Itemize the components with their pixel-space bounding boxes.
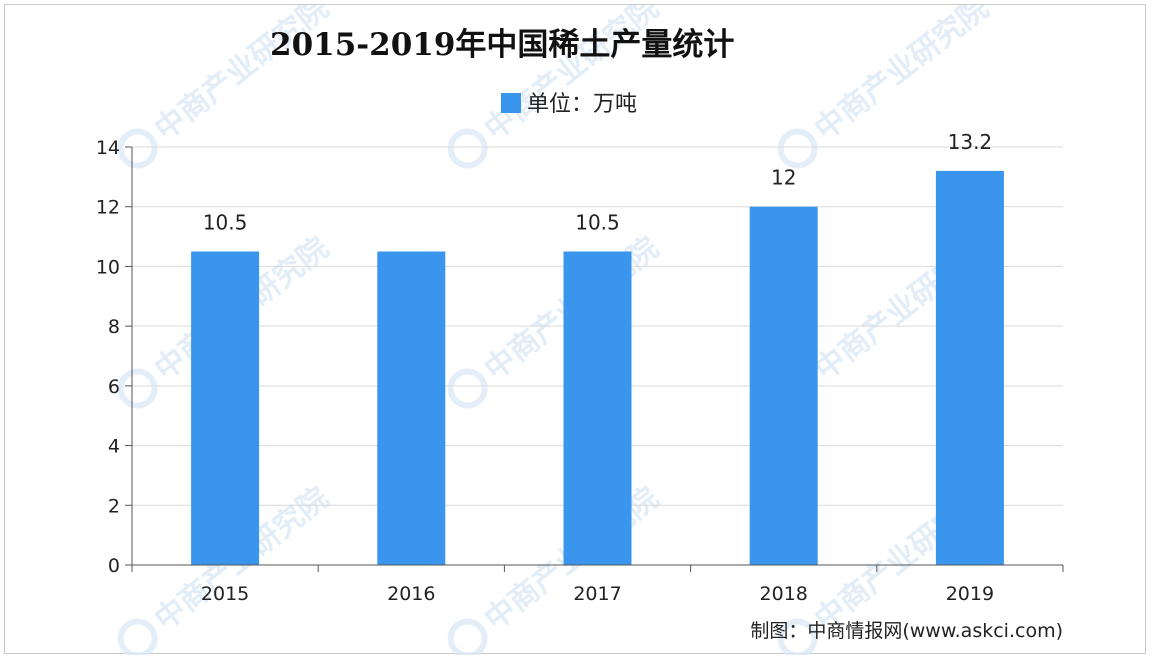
bars <box>191 170 1004 565</box>
y-tick-label: 8 <box>108 316 120 338</box>
data-label-2017: 10.5 <box>575 211 620 235</box>
watermark-7: 中商产业研究院 <box>447 481 665 655</box>
data-label-2018: 12 <box>771 166 796 190</box>
bar-2016 <box>377 251 446 565</box>
x-tick-label: 2015 <box>201 583 249 605</box>
chart-canvas: 中商产业研究院中商产业研究院中商产业研究院中商产业研究院中商产业研究院中商产业研… <box>96 5 1064 655</box>
bar-2015 <box>191 251 260 565</box>
y-tick-label: 2 <box>108 495 120 517</box>
data-label-2015: 10.5 <box>203 211 248 235</box>
watermark-logo-icon <box>777 618 818 655</box>
watermark-logo-icon <box>447 618 488 655</box>
bar-2017 <box>563 251 632 565</box>
data-label-2019: 13.2 <box>948 130 993 154</box>
x-tick-label: 2018 <box>760 583 808 605</box>
watermark-text: 中商产业研究院 <box>808 5 995 148</box>
watermark-logo-icon <box>117 128 158 169</box>
chart-title: 2015-2019年中国稀土产量统计 <box>270 27 734 63</box>
bar-2018 <box>749 206 818 565</box>
bar-2019 <box>935 170 1004 565</box>
source-note: 制图：中商情报网(www.askci.com) <box>750 620 1063 642</box>
watermark-logo-icon <box>447 128 488 169</box>
legend-label: 单位：万吨 <box>527 92 637 117</box>
data-labels: 10.5 10.5 12 13.2 <box>203 130 992 235</box>
x-tick-label: 2017 <box>573 583 621 605</box>
legend-swatch <box>501 93 521 113</box>
chart-frame: 中商产业研究院中商产业研究院中商产业研究院中商产业研究院中商产业研究院中商产业研… <box>4 4 1146 655</box>
y-tick-label: 6 <box>108 376 120 398</box>
axes: 0 2 4 6 8 10 12 14 2015 2016 2017 2018 2019 <box>96 137 1064 605</box>
y-tick-label: 4 <box>108 436 120 458</box>
y-tick-label: 12 <box>96 197 120 219</box>
watermark-logo-icon <box>117 368 158 409</box>
watermark-4: 中商产业研究院 <box>447 231 665 409</box>
y-tick-label: 10 <box>96 256 120 278</box>
x-tick-label: 2019 <box>946 583 994 605</box>
watermark-logo-icon <box>447 368 488 409</box>
legend: 单位：万吨 <box>501 92 637 117</box>
x-tick-label: 2016 <box>387 583 435 605</box>
y-tick-label: 0 <box>108 555 120 577</box>
watermark-logo-icon <box>117 618 158 655</box>
watermark-logo-icon <box>777 128 818 169</box>
y-tick-label: 14 <box>96 137 120 159</box>
